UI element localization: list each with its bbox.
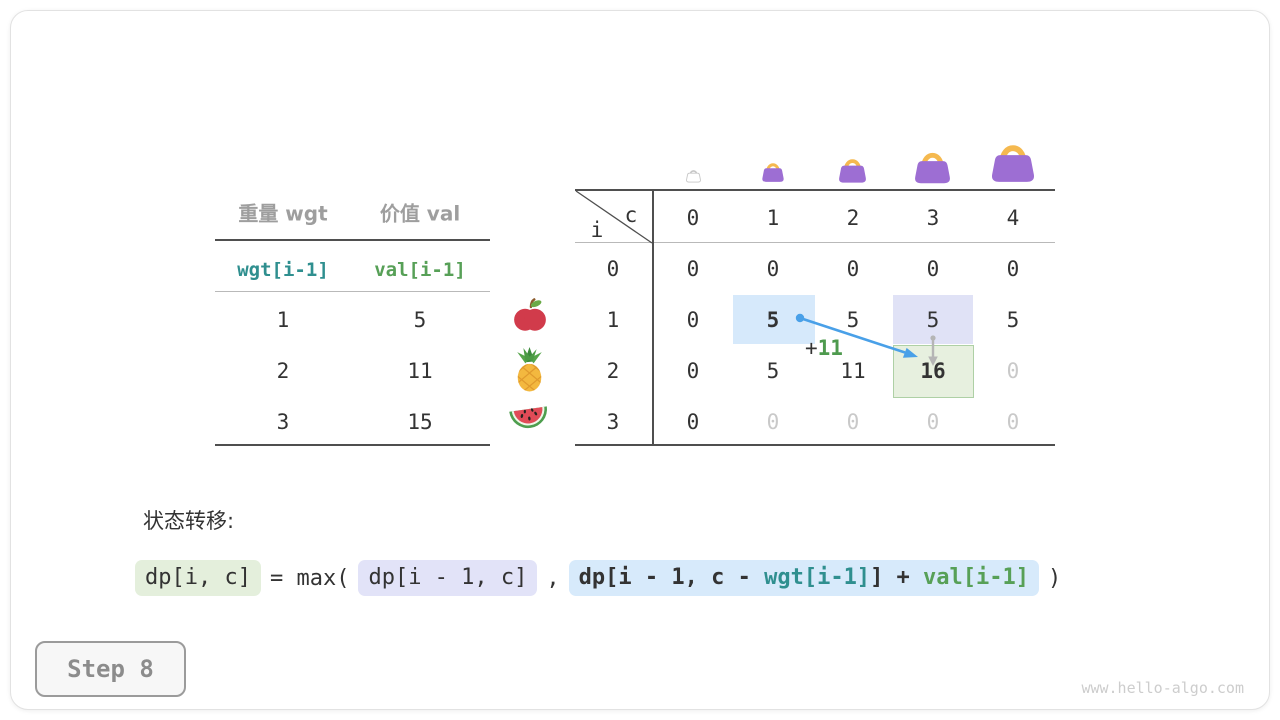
- dp-cell-r3-c4: 0: [1006, 410, 1020, 434]
- dp-cell-r2-c4: 0: [1006, 359, 1020, 383]
- dp-col-header-3: 3: [926, 206, 940, 230]
- formula-eq-max: = max(: [269, 565, 350, 591]
- dp-cell-r1-c4: 5: [1006, 308, 1020, 332]
- dp-cell-r0-c1: 0: [766, 257, 780, 281]
- dp-cell-r1-c1: 5: [766, 308, 780, 332]
- arg2-val-term: val[i-1]: [923, 565, 1030, 590]
- bag-size-1-icon: [760, 159, 786, 183]
- formula-arg2-pill: dp[i - 1, c - wgt[i-1]] + val[i-1]: [568, 560, 1040, 596]
- item-row-1-wgt: 1: [276, 308, 290, 332]
- step-label: Step 8: [67, 655, 154, 683]
- dp-table-vertical-rule: [652, 189, 654, 446]
- figure-card: [10, 10, 1270, 710]
- dp-corner-col-label: c: [624, 203, 638, 227]
- step-badge: Step 8: [35, 641, 186, 697]
- item-row-3-wgt: 3: [276, 410, 290, 434]
- bag-size-4-icon: [987, 137, 1039, 184]
- items-header-value: 价值 val: [379, 201, 461, 226]
- dp-cell-r0-c2: 0: [846, 257, 860, 281]
- dp-cell-r2-c2: 11: [840, 359, 866, 383]
- item-row-2-val: 11: [407, 359, 433, 383]
- dp-col-header-4: 4: [1006, 206, 1020, 230]
- dp-cell-r0-c4: 0: [1006, 257, 1020, 281]
- dp-cell-r2-c1: 5: [766, 359, 780, 383]
- dp-cell-r1-c3: 5: [926, 308, 940, 332]
- item-row-2-wgt: 2: [276, 359, 290, 383]
- formula-arg1-pill: dp[i - 1, c]: [358, 560, 538, 596]
- apple-icon: [513, 297, 547, 334]
- items-wgt-index-label: wgt[i-1]: [237, 259, 329, 281]
- dp-row-header-2: 2: [606, 359, 620, 383]
- dp-cell-r2-c3: 16: [920, 359, 946, 383]
- dp-corner-row-label: i: [590, 218, 604, 242]
- arg2-prefix: dp[i - 1, c -: [578, 565, 765, 590]
- dp-cell-r0-c3: 0: [926, 257, 940, 281]
- dp-table-bottom-rule: [575, 444, 1055, 446]
- arg2-mid: ] +: [870, 565, 924, 590]
- dp-cell-r3-c0: 0: [686, 410, 700, 434]
- dp-cell-r3-c3: 0: [926, 410, 940, 434]
- transition-section-label: 状态转移:: [143, 509, 235, 533]
- items-val-index-label: val[i-1]: [374, 259, 466, 281]
- items-header-weight: 重量 wgt: [238, 201, 328, 226]
- dp-row-header-0: 0: [606, 257, 620, 281]
- dp-row-header-1: 1: [606, 308, 620, 332]
- transition-formula: dp[i, c] = max( dp[i - 1, c] , dp[i - 1,…: [135, 560, 1061, 596]
- items-table-bottom-rule: [215, 444, 490, 446]
- dp-cell-r1-c0: 0: [686, 308, 700, 332]
- item-row-1-val: 5: [413, 308, 427, 332]
- dp-col-header-0: 0: [686, 206, 700, 230]
- bag-empty-icon: [685, 167, 702, 183]
- dp-cell-r2-c0: 0: [686, 359, 700, 383]
- watermelon-icon: [506, 399, 551, 433]
- bag-size-3-icon: [911, 146, 954, 185]
- formula-lhs-pill: dp[i, c]: [135, 560, 261, 596]
- items-table-mid-rule: [215, 291, 490, 292]
- bag-size-2-icon: [836, 154, 869, 184]
- item-row-3-val: 15: [407, 410, 433, 434]
- dp-row-header-3: 3: [606, 410, 620, 434]
- watermark: www.hello-algo.com: [1081, 679, 1244, 697]
- pineapple-icon: [511, 346, 548, 393]
- formula-comma: ,: [546, 565, 560, 591]
- items-table-top-rule: [215, 239, 490, 241]
- transition-add-annotation: +11: [805, 336, 843, 360]
- dp-cell-r1-c2: 5: [846, 308, 860, 332]
- arg2-wgt-term: wgt[i-1]: [764, 565, 871, 590]
- dp-cell-r3-c2: 0: [846, 410, 860, 434]
- added-value: 11: [817, 336, 843, 360]
- dp-col-header-2: 2: [846, 206, 860, 230]
- dp-cell-r3-c1: 0: [766, 410, 780, 434]
- dp-col-header-1: 1: [766, 206, 780, 230]
- dp-table-top-rule: [575, 189, 1055, 191]
- dp-cell-r0-c0: 0: [686, 257, 700, 281]
- plus-sign: +: [805, 336, 818, 360]
- formula-close-paren: ): [1048, 565, 1062, 591]
- dp-table-header-rule: [575, 242, 1055, 243]
